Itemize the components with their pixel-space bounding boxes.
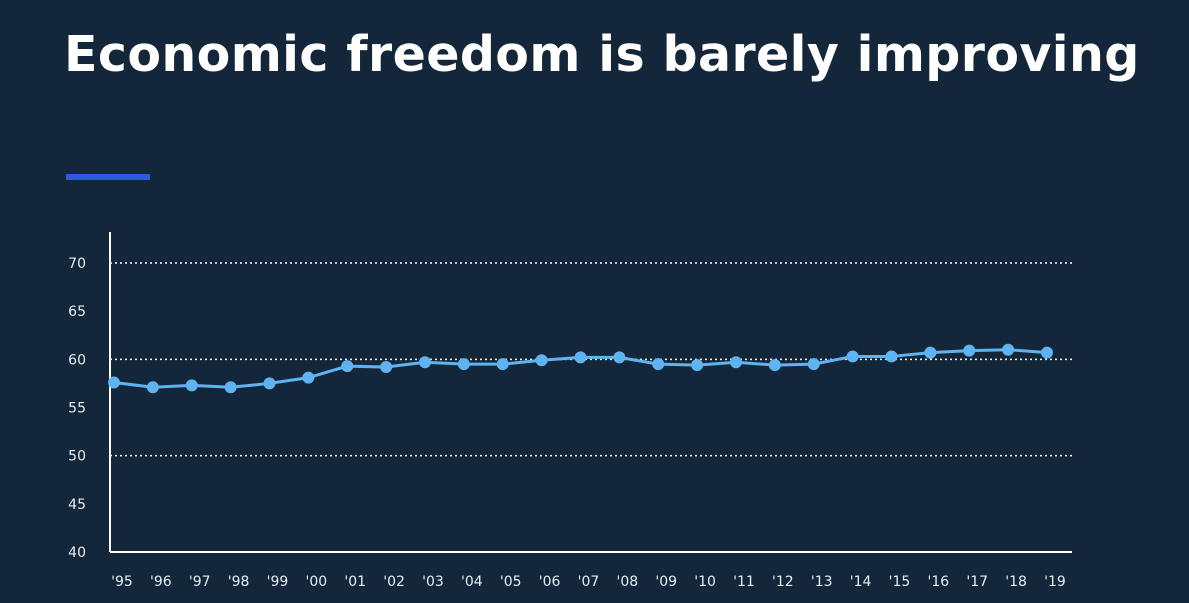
x-tick-label: '07 (578, 574, 600, 590)
data-point (224, 381, 237, 394)
x-tick-label: '05 (500, 574, 522, 590)
x-tick-labels: '95 '96 '97 '98 '99 '00 '01 '02 '03 '04 '05 '06 '07 '… (111, 574, 1066, 590)
y-tick-label: 45 (68, 497, 86, 513)
x-tick-label: '09 (655, 574, 677, 590)
grid-lines (110, 262, 1072, 457)
y-tick-label: 50 (68, 449, 86, 465)
data-point (380, 361, 393, 374)
y-tick-label: 65 (68, 304, 86, 320)
page-title: Economic freedom is barely improving (64, 26, 1140, 83)
data-point (146, 381, 159, 394)
data-point (1002, 343, 1015, 356)
y-tick-label: 70 (68, 256, 86, 272)
data-point (263, 377, 276, 390)
data-point (535, 354, 548, 367)
data-point (730, 356, 742, 369)
data-point (807, 358, 820, 371)
x-tick-label: '19 (1044, 574, 1066, 590)
x-tick-label: '15 (889, 574, 911, 590)
x-tick-label: '00 (306, 574, 328, 590)
data-point (963, 344, 976, 357)
y-tick-labels: 40 45 50 55 60 65 70 (68, 256, 86, 561)
data-point (108, 376, 120, 389)
x-tick-label: '13 (811, 574, 833, 590)
x-tick-label: '97 (189, 574, 211, 590)
x-tick-label: '18 (1005, 574, 1027, 590)
x-tick-label: '95 (111, 574, 133, 590)
x-tick-label: '10 (694, 574, 716, 590)
x-tick-label: '08 (617, 574, 639, 590)
x-tick-label: '02 (383, 574, 405, 590)
y-tick-label: 40 (68, 545, 86, 561)
x-tick-label: '01 (344, 574, 366, 590)
series (108, 343, 1053, 394)
x-tick-label: '14 (850, 574, 872, 590)
data-point (457, 358, 470, 371)
x-tick-label: '98 (228, 574, 250, 590)
x-tick-label: '16 (928, 574, 950, 590)
data-point (185, 379, 198, 392)
y-tick-label: 55 (68, 401, 86, 417)
y-tick-label: 60 (68, 352, 86, 368)
data-point (652, 358, 665, 371)
x-tick-label: '03 (422, 574, 444, 590)
x-tick-label: '04 (461, 574, 483, 590)
axes (109, 232, 1072, 553)
data-point (419, 356, 431, 369)
data-point (1041, 346, 1053, 359)
data-point (846, 350, 859, 363)
data-point (924, 346, 937, 359)
data-point (341, 360, 354, 373)
data-point (768, 359, 781, 372)
data-point (691, 359, 704, 372)
data-point (496, 358, 509, 371)
data-point (885, 350, 898, 363)
x-tick-label: '12 (772, 574, 794, 590)
data-point (302, 371, 315, 384)
data-point (574, 351, 587, 364)
data-point (613, 351, 626, 364)
x-tick-label: '17 (966, 574, 988, 590)
x-tick-label: '06 (539, 574, 561, 590)
x-tick-label: '96 (150, 574, 172, 590)
x-tick-label: '11 (733, 574, 755, 590)
accent-bar (66, 174, 150, 180)
x-tick-label: '99 (267, 574, 289, 590)
